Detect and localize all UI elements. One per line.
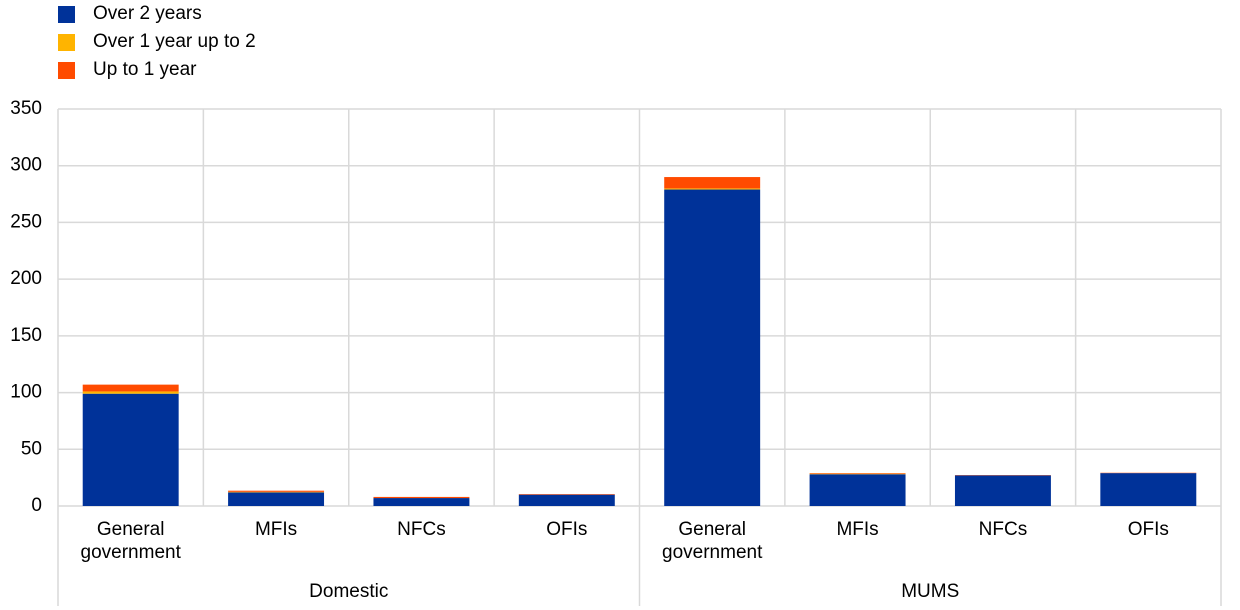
legend-label: Over 1 year up to 2 <box>93 31 256 52</box>
bar-segment <box>664 189 761 506</box>
y-tick-label: 100 <box>10 382 42 403</box>
x-tick-label: General government <box>662 519 763 563</box>
x-tick-label: NFCs <box>978 519 1028 540</box>
bar-segment <box>82 384 179 392</box>
legend-swatch <box>58 6 75 23</box>
bar-segment <box>954 475 1051 506</box>
legend-label: Up to 1 year <box>93 59 197 80</box>
y-tick-label: 200 <box>10 268 42 289</box>
bar-segment <box>1100 473 1197 506</box>
x-tick-label: MFIs <box>836 519 879 540</box>
bar-segment <box>518 494 615 495</box>
legend-swatch <box>58 34 75 51</box>
y-tick-label: 350 <box>10 98 42 119</box>
x-tick-label: MFIs <box>254 519 298 540</box>
bar-segment <box>809 474 906 506</box>
y-tick-label: 150 <box>10 325 42 346</box>
legend-swatch <box>58 62 75 79</box>
bar-segment <box>809 473 906 474</box>
bar-segment <box>373 496 470 499</box>
y-tick-label: 250 <box>10 211 42 232</box>
bar-segment <box>228 492 325 506</box>
bar-segment <box>664 177 761 189</box>
bar-segment <box>809 473 906 475</box>
legend-label: Over 2 years <box>93 3 202 24</box>
bar-segment <box>518 494 615 506</box>
x-tick-label: General government <box>80 519 181 563</box>
bar-segment <box>228 490 325 492</box>
bar-segment <box>82 393 179 506</box>
y-tick-label: 0 <box>31 495 42 516</box>
group-label: Domestic <box>309 581 388 602</box>
group-label: MUMS <box>901 581 959 602</box>
x-tick-label: NFCs <box>397 519 446 540</box>
bar-segment <box>664 188 761 190</box>
y-tick-label: 300 <box>10 155 42 176</box>
x-tick-label: OFIs <box>1127 519 1169 540</box>
x-tick-label: OFIs <box>546 519 588 540</box>
bar-segment <box>228 491 325 493</box>
y-tick-label: 50 <box>21 438 42 459</box>
bar-segment <box>82 391 179 394</box>
bar-segment <box>373 498 470 506</box>
